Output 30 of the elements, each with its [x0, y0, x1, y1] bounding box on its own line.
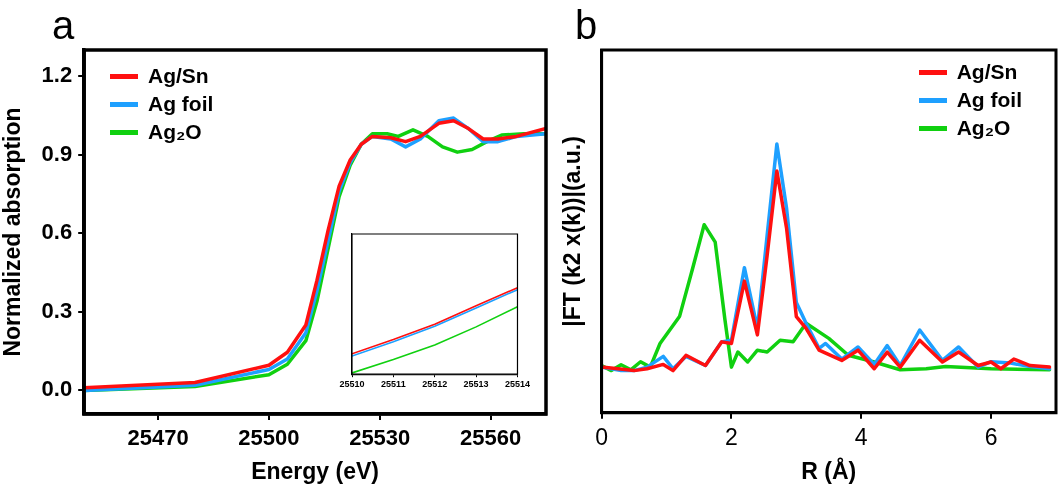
legend-label: Ag/Sn — [956, 60, 1018, 84]
y-tick-label: 0.6 — [41, 219, 73, 245]
x-tick-label: 25512 — [422, 379, 448, 390]
x-tick-label: 25513 — [463, 379, 489, 390]
chart-title: a — [52, 3, 75, 47]
x-tick-label: 25470 — [127, 425, 189, 451]
y-tick-label: 0.3 — [41, 297, 73, 323]
chart-title: b — [575, 3, 598, 47]
legend-label: Ag₂O — [148, 120, 202, 144]
y-tick-label: 0.9 — [41, 140, 73, 166]
y-tick-label: 0.0 — [41, 376, 73, 402]
legend-label: Ag/Sn — [148, 64, 209, 88]
x-axis-title: R (Å) — [801, 456, 857, 484]
x-tick-label: 25560 — [459, 425, 522, 451]
x-tick-label: 6 — [984, 423, 998, 450]
y-axis-title: |FT (k2 x(k))|(a.u.) — [559, 136, 586, 327]
x-tick-label: 25514 — [504, 379, 530, 390]
x-tick-label: 25510 — [339, 379, 365, 390]
x-tick-label: 0 — [595, 423, 608, 450]
x-tick-label: 2 — [725, 423, 738, 450]
legend-label: Ag foil — [956, 88, 1022, 112]
x-tick-label: 25530 — [349, 425, 411, 451]
x-axis-title: Energy (eV) — [251, 457, 380, 484]
y-tick-label: 1.2 — [41, 62, 73, 88]
legend-label: Ag₂O — [956, 116, 1011, 140]
x-tick-label: 4 — [854, 423, 868, 450]
y-axis-title: Normalized absorption — [0, 107, 26, 357]
x-tick-label: 25511 — [381, 379, 406, 390]
legend-label: Ag foil — [148, 92, 214, 116]
x-tick-label: 25500 — [238, 425, 300, 451]
